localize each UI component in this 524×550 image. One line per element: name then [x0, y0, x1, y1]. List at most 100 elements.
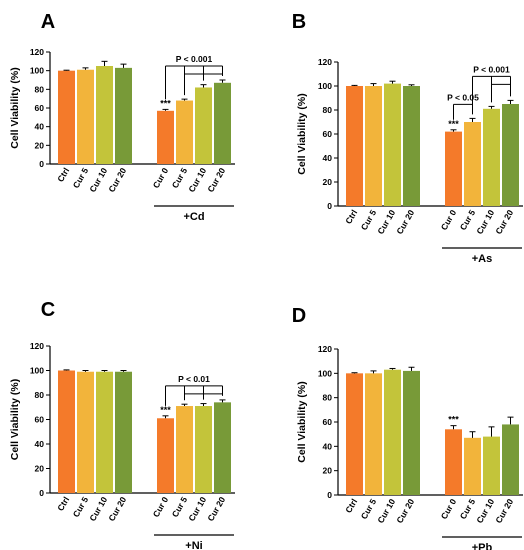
x-tick-label: Cur 5	[458, 497, 478, 521]
x-tick-label: Ctrl	[55, 166, 71, 184]
y-tick-label: 120	[30, 47, 44, 57]
p-value-label: P < 0.001	[176, 54, 213, 64]
y-axis-label: Cell Viability (%)	[9, 379, 21, 461]
bar	[214, 402, 231, 493]
x-tick-label: Ctrl	[55, 495, 71, 513]
y-tick-label: 60	[35, 415, 45, 425]
y-tick-label: 20	[35, 464, 45, 474]
y-tick-label: 40	[35, 439, 45, 449]
bar	[445, 429, 462, 495]
y-tick-label: 60	[323, 129, 333, 139]
y-tick-label: 120	[30, 341, 44, 351]
y-axis-label: Cell Viability (%)	[9, 67, 21, 149]
x-tick-label: Cur 5	[359, 497, 379, 521]
significance-marker: ***	[160, 405, 171, 415]
x-tick-label: Cur 0	[151, 495, 171, 519]
bar	[445, 131, 462, 206]
y-axis-label: Cell Viability (%)	[296, 93, 308, 175]
panel-b: B Cell Viability (%) 0 20 40 60 80 100 120 Ctrl Cu…	[292, 11, 523, 265]
x-tick-label: Ctrl	[343, 208, 359, 226]
bar	[464, 437, 481, 495]
y-tick-label: 120	[318, 344, 332, 354]
bar	[195, 406, 212, 493]
panel-letter: D	[292, 305, 306, 327]
y-tick-label: 0	[39, 488, 44, 498]
panel-letter: A	[41, 11, 55, 33]
bar	[214, 82, 231, 164]
y-tick-label: 60	[323, 417, 333, 427]
group-label: +Cd	[183, 211, 204, 223]
bar	[58, 370, 75, 493]
x-tick-label: Cur 20	[106, 495, 128, 523]
y-tick-label: 40	[35, 122, 45, 132]
y-tick-label: 100	[318, 81, 332, 91]
y-tick-label: 80	[35, 84, 45, 94]
y-tick-label: 60	[35, 103, 45, 113]
x-tick-label: Cur 20	[106, 166, 128, 194]
bar	[115, 371, 132, 493]
x-tick-label: Cur 20	[493, 497, 515, 525]
y-tick-label: 0	[327, 201, 332, 211]
bar	[58, 70, 75, 164]
y-axis-label: Cell Viability (%)	[296, 381, 308, 463]
x-tick-label: Cur 20	[493, 208, 515, 236]
x-tick-label: Cur 0	[439, 497, 459, 521]
y-tick-label: 100	[318, 368, 332, 378]
y-tick-label: 20	[323, 177, 333, 187]
significance-marker: ***	[448, 119, 459, 129]
x-tick-label: Cur 5	[170, 495, 190, 519]
y-tick-label: 80	[35, 390, 45, 400]
x-tick-label: Cur 20	[205, 495, 227, 523]
x-tick-label: Cur 0	[439, 208, 459, 232]
x-tick-label: Cur 5	[170, 166, 190, 190]
bar	[115, 67, 132, 164]
bar	[483, 108, 500, 206]
bar	[96, 371, 113, 493]
x-tick-label: Ctrl	[343, 497, 359, 515]
bar	[403, 86, 420, 206]
x-tick-label: Cur 5	[71, 495, 91, 519]
y-tick-label: 80	[323, 105, 333, 115]
p-value-label: P < 0.05	[447, 92, 479, 102]
bar	[346, 373, 363, 495]
bar	[483, 436, 500, 495]
y-tick-label: 120	[318, 57, 332, 67]
bar	[77, 371, 94, 493]
y-tick-label: 40	[323, 153, 333, 163]
x-tick-label: Cur 5	[458, 208, 478, 232]
bar	[176, 100, 193, 164]
bar	[176, 406, 193, 493]
y-tick-label: 0	[39, 159, 44, 169]
bar	[502, 424, 519, 495]
y-tick-label: 100	[30, 66, 44, 76]
bar	[157, 418, 174, 493]
x-tick-label: Cur 5	[71, 166, 91, 190]
significance-marker: ***	[448, 415, 459, 425]
y-tick-label: 80	[323, 393, 333, 403]
y-tick-label: 100	[30, 366, 44, 376]
bar	[403, 370, 420, 495]
x-tick-label: Cur 0	[151, 166, 171, 190]
bar	[77, 69, 94, 164]
group-label: +Ni	[185, 540, 202, 550]
group-label: +As	[472, 253, 493, 265]
p-value-label: P < 0.001	[473, 64, 510, 74]
significance-marker: ***	[160, 98, 171, 108]
x-tick-label: Cur 20	[394, 497, 416, 525]
y-tick-label: 40	[323, 441, 333, 451]
bar	[96, 66, 113, 164]
group-label: +Pb	[472, 542, 493, 550]
y-tick-label: 20	[35, 140, 45, 150]
bar	[365, 373, 382, 495]
y-tick-label: 0	[327, 490, 332, 500]
bar	[384, 369, 401, 495]
bar	[464, 122, 481, 206]
x-tick-label: Cur 20	[394, 208, 416, 236]
panel-letter: C	[41, 299, 55, 321]
panel-letter: B	[292, 11, 306, 33]
bar	[502, 104, 519, 206]
